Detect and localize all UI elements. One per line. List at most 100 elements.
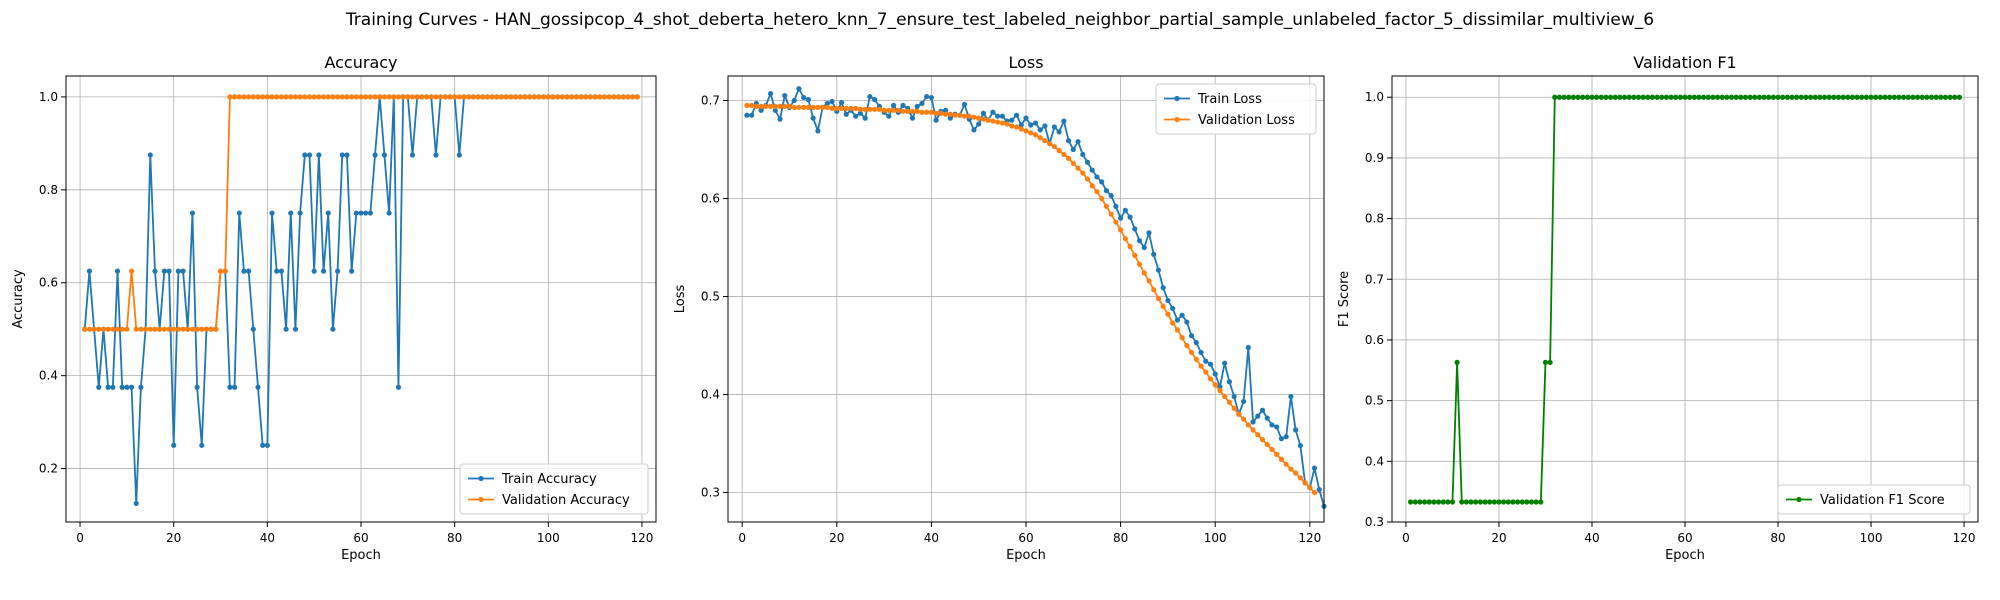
data-point [1496,499,1502,505]
data-point [409,94,416,100]
data-point [1203,358,1209,364]
data-point [1084,159,1091,165]
data-point [1165,311,1171,317]
data-point [199,326,205,332]
data-point [480,94,486,100]
data-point [442,94,448,100]
chart-2: 0 20 40 60 80 100 120 0.3 0.4 0.5 0.6 0.7 Loss Epoch L… [673,53,1327,563]
data-point [1607,94,1614,100]
legend: Train Loss Validation Loss [1155,83,1317,135]
data-point [867,93,873,100]
data-point [320,268,327,274]
data-point [1245,422,1251,428]
data-point [995,113,1001,119]
data-point [620,94,626,100]
data-point [1635,94,1642,100]
data-point [297,210,303,216]
data-point [872,96,878,103]
data-point [1127,243,1133,250]
data-point [1250,419,1256,425]
data-point [838,105,845,111]
data-point [1891,94,1897,100]
data-point [1155,267,1162,273]
data-point [1770,94,1776,100]
data-point [503,94,509,100]
data-point [531,94,537,100]
data-point [1561,94,1567,100]
data-point [292,326,299,332]
data-point [414,94,420,100]
data-point [555,94,561,100]
data-point [1887,94,1893,100]
y-tick-label: 1.0 [39,90,58,104]
legend: Train Accuracy Validation Accuracy [459,463,649,515]
data-point [1222,360,1228,366]
data-point [900,102,906,109]
data-point [1947,94,1953,100]
data-point [180,326,186,332]
x-tick-label: 80 [1770,531,1785,545]
data-point [976,115,982,121]
data-point [1089,167,1095,173]
data-point [1231,405,1237,411]
data-point [928,109,935,115]
data-point [419,94,425,100]
data-point [1099,179,1105,185]
data-point [489,94,495,100]
data-point [1212,371,1218,377]
data-point [1023,128,1029,134]
data-point [1028,122,1034,128]
y-tick-label: 0.8 [39,183,58,197]
data-point [1780,94,1786,100]
data-point [1789,94,1795,100]
data-point [1673,94,1679,100]
data-point [339,94,345,100]
data-point [1160,303,1166,309]
data-point [456,152,462,158]
data-point [990,118,996,124]
data-point [890,102,897,109]
data-point [947,115,953,121]
data-point [758,103,764,109]
x-tick-label: 20 [829,531,844,545]
data-point [452,94,458,100]
data-point [82,326,88,332]
data-point [1449,499,1456,505]
y-tick-label: 0.4 [39,369,58,383]
data-point [1733,94,1739,100]
data-point [1705,94,1711,100]
data-point [194,326,200,332]
data-point [1174,317,1180,323]
data-point [1598,94,1604,100]
data-point [1482,499,1488,505]
data-point [1065,138,1072,144]
data-point [1701,94,1707,100]
data-point [1274,451,1280,457]
data-point [1032,132,1039,138]
legend-box [1777,484,1971,515]
data-point [744,112,750,118]
data-point [386,210,392,216]
data-point [1784,94,1790,100]
data-point [1873,94,1879,100]
data-point [311,94,317,100]
data-point [255,94,261,100]
data-point [1440,499,1446,505]
data-point [1170,305,1176,311]
data-point [91,326,97,332]
y-axis-label: F1 Score [1337,271,1352,327]
data-point [1222,393,1228,400]
data-point [171,326,177,332]
data-point [999,120,1005,126]
data-point [545,94,551,100]
data-point [1070,160,1076,166]
y-axis-label: Loss [673,285,688,314]
data-point [161,268,167,274]
data-point [1942,94,1949,100]
data-point [1584,94,1590,100]
data-point [433,152,439,158]
data-point [363,210,369,216]
data-point [124,384,130,390]
data-point [395,94,402,100]
